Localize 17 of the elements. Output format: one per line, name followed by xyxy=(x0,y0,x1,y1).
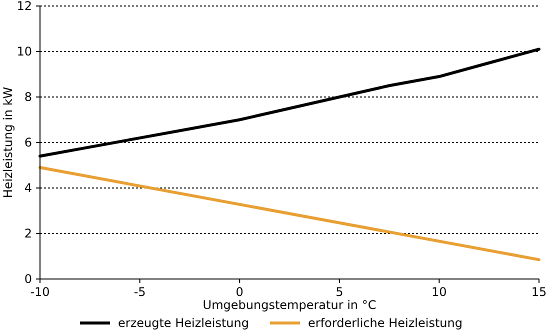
x-tick-label: 15 xyxy=(531,285,547,299)
y-tick-label: 4 xyxy=(24,181,32,196)
x-tick-label: 5 xyxy=(336,285,344,299)
y-tick-label: 2 xyxy=(24,226,32,241)
y-tick-label: 6 xyxy=(24,136,32,150)
y-tick-label: 0 xyxy=(24,272,32,286)
x-axis-title: Umgebungstemperatur in °C xyxy=(202,298,376,312)
x-tick-label: 10 xyxy=(432,285,447,299)
x-tick-label: -10 xyxy=(30,285,50,299)
y-tick-label: 8 xyxy=(24,90,32,104)
y-axis-title: Heizleistung in kW xyxy=(1,86,15,198)
legend-label: erzeugte Heizleistung xyxy=(118,316,249,330)
legend-label: erforderliche Heizleistung xyxy=(308,316,462,330)
y-tick-label: 10 xyxy=(16,44,32,59)
x-tick-label: 0 xyxy=(236,285,244,299)
x-tick-label: -5 xyxy=(134,285,146,299)
y-tick-label: 12 xyxy=(16,0,32,14)
